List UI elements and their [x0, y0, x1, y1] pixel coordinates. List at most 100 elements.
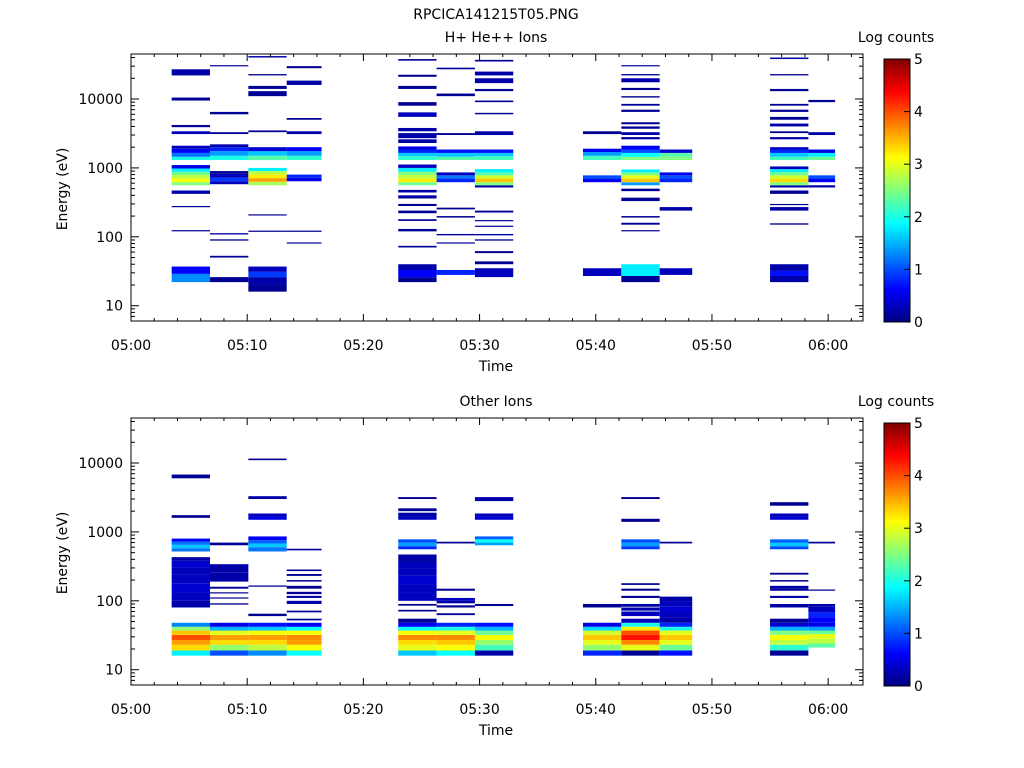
heatmap-cell: [808, 589, 836, 591]
heatmap-cell: [659, 611, 693, 618]
heatmap-cell: [770, 546, 809, 550]
colorbar-tick-label: 0: [914, 679, 923, 695]
heatmap-cell: [436, 600, 475, 604]
heatmap-cell: [171, 567, 211, 575]
y-tick-label: 10000: [78, 456, 123, 472]
heatmap-cell: [398, 630, 437, 635]
heatmap-cell: [659, 650, 693, 656]
heatmap-cell: [770, 539, 809, 543]
heatmap-cell: [474, 233, 514, 236]
heatmap-cell: [248, 271, 287, 278]
heatmap-cell: [286, 569, 322, 572]
heatmap-cell: [171, 156, 211, 161]
heatmap-cell: [621, 230, 660, 232]
heatmap-cell: [770, 513, 809, 517]
heatmap-cell: [621, 156, 660, 161]
heatmap-cell: [621, 497, 660, 500]
heatmap-cell: [621, 595, 660, 598]
heatmap-cell: [171, 174, 211, 179]
heatmap-cell: [171, 230, 211, 232]
figure-title: RPCICA141215T05.PNG: [413, 7, 578, 23]
heatmap-cell: [210, 173, 249, 178]
heatmap-cell: [770, 57, 809, 60]
heatmap-cell: [436, 149, 475, 153]
heatmap-cell: [659, 541, 693, 544]
heatmap-cell: [171, 273, 211, 283]
y-tick-label: 1000: [87, 161, 123, 177]
heatmap-cell: [770, 516, 809, 520]
heatmap-cell: [210, 603, 249, 605]
heatmap-cell: [770, 156, 809, 161]
heatmap-cell: [582, 644, 622, 651]
heatmap-cell: [474, 639, 514, 645]
heatmap-cell: [286, 630, 322, 635]
heatmap-cell: [286, 580, 322, 582]
heatmap-cell: [171, 626, 211, 631]
heatmap-cell: [436, 242, 475, 244]
heatmap-cell: [770, 630, 809, 635]
panel-title: H+ He++ Ions: [445, 30, 548, 46]
y-tick-label: 10000: [78, 92, 123, 108]
heatmap-cell: [248, 181, 287, 186]
heatmap-cell: [770, 618, 809, 623]
heatmap-cell: [210, 586, 249, 589]
heatmap-cell: [286, 585, 322, 589]
heatmap-cell: [171, 650, 211, 656]
heatmap-cell: [621, 611, 660, 617]
x-tick-label: 05:50: [692, 338, 732, 354]
heatmap-cell: [210, 626, 249, 631]
x-tick-label: 05:40: [576, 702, 616, 718]
heatmap-cell: [621, 222, 660, 225]
heatmap-cell: [436, 622, 475, 627]
heatmap-cell: [659, 626, 693, 631]
y-tick-label: 1000: [87, 525, 123, 541]
heatmap-cell: [171, 644, 211, 651]
heatmap-cell: [659, 634, 693, 640]
heatmap-cell: [398, 133, 437, 139]
heatmap-cell: [621, 74, 660, 76]
heatmap-cell: [436, 634, 475, 640]
heatmap-cell: [398, 277, 437, 283]
heatmap-cell: [398, 639, 437, 645]
heatmap-cell: [210, 572, 249, 582]
heatmap-cell: [398, 609, 437, 612]
heatmap-cell: [171, 152, 211, 157]
panel-title: Other Ions: [459, 394, 532, 410]
heatmap-cell: [398, 102, 437, 106]
heatmap-cell: [770, 103, 809, 106]
heatmap-cell: [436, 93, 475, 97]
heatmap-cell: [659, 152, 693, 157]
heatmap-cell: [808, 149, 836, 153]
heatmap-cell: [659, 630, 693, 635]
heatmap-cell: [808, 178, 836, 183]
heatmap-cell: [248, 214, 287, 216]
heatmap-cell: [286, 591, 322, 595]
heatmap-cell: [398, 634, 437, 640]
heatmap-cell: [621, 583, 660, 585]
heatmap-cell: [248, 56, 287, 58]
heatmap-cell: [582, 155, 622, 161]
heatmap-cell: [621, 96, 660, 98]
heatmap-cell: [808, 633, 836, 639]
heatmap-cell: [248, 650, 287, 656]
heatmap-cell: [210, 155, 249, 161]
x-tick-label: 05:20: [343, 702, 383, 718]
heatmap-cell: [582, 626, 622, 631]
heatmap-cell: [770, 137, 809, 140]
colorbar: [883, 422, 911, 687]
heatmap-cell: [808, 638, 836, 644]
heatmap-cell: [474, 156, 514, 161]
heatmap-cell: [286, 66, 322, 69]
heatmap-cell: [474, 650, 514, 656]
heatmap-cell: [171, 97, 211, 101]
heatmap-cell: [210, 144, 249, 148]
heatmap-cell: [210, 255, 249, 258]
colorbar-tick-labels: 0 1 2 3 4 5: [904, 52, 923, 331]
heatmap-cell: [582, 131, 622, 135]
heatmap-cell: [171, 544, 211, 549]
heatmap-cell: [286, 644, 322, 651]
heatmap-cell: [171, 541, 211, 545]
heatmap-cell: [808, 175, 836, 179]
x-tick-label: 05:10: [227, 702, 267, 718]
heatmap-cell: [398, 203, 437, 206]
